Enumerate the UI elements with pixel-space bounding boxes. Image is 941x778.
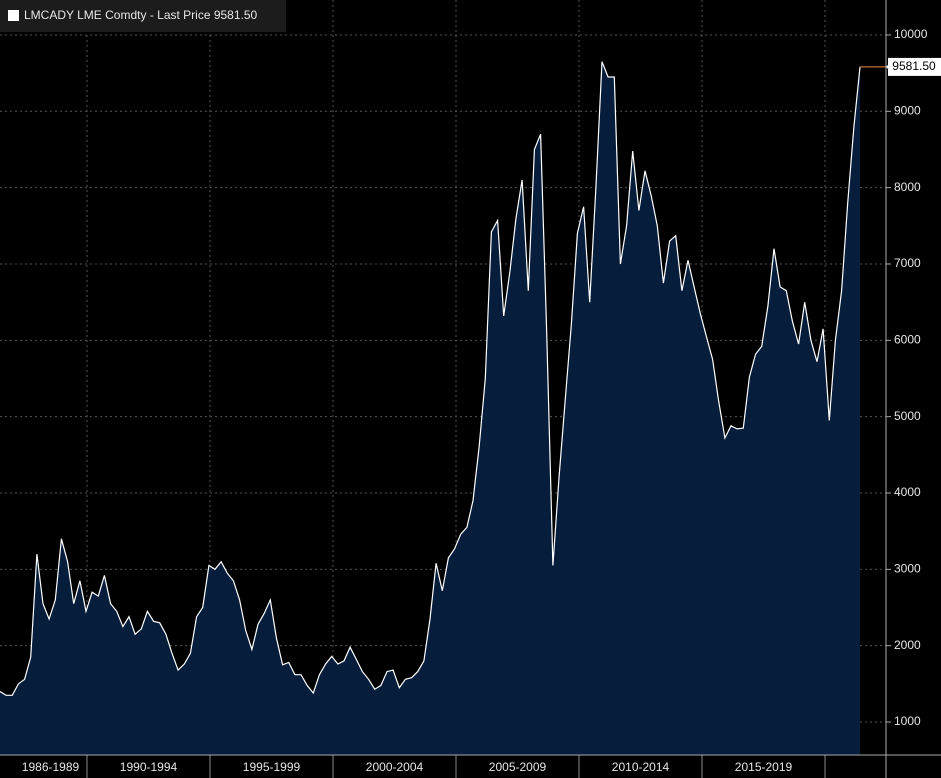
y-tick-label: 3000 [894, 562, 921, 576]
legend-label: LMCADY LME Comdty - Last Price 9581.50 [24, 8, 258, 22]
y-tick-label: 7000 [894, 256, 921, 270]
x-tick-label: 1986-1989 [22, 760, 80, 774]
x-tick-label: 2015-2019 [735, 760, 793, 774]
x-tick-label: 1990-1994 [120, 760, 178, 774]
y-tick-label: 6000 [894, 332, 921, 346]
y-tick-label: 10000 [894, 27, 928, 41]
y-tick-label: 4000 [894, 485, 921, 499]
last-price-pointer [886, 60, 892, 73]
y-tick-label: 1000 [894, 714, 921, 728]
x-tick-label: 1995-1999 [243, 760, 301, 774]
legend-box [0, 0, 286, 32]
x-tick-label: 2005-2009 [489, 760, 547, 774]
last-price-label: 9581.50 [892, 59, 936, 73]
last-price-badge [888, 57, 941, 76]
x-tick-label: 2000-2004 [366, 760, 424, 774]
line [0, 61, 861, 696]
x-tick-label: 2010-2014 [612, 760, 670, 774]
y-tick-label: 5000 [894, 409, 921, 423]
y-tick-label: 9000 [894, 103, 921, 117]
y-tick-label: 8000 [894, 180, 921, 194]
legend-swatch [8, 10, 19, 21]
area [0, 61, 860, 755]
y-tick-label: 2000 [894, 638, 921, 652]
